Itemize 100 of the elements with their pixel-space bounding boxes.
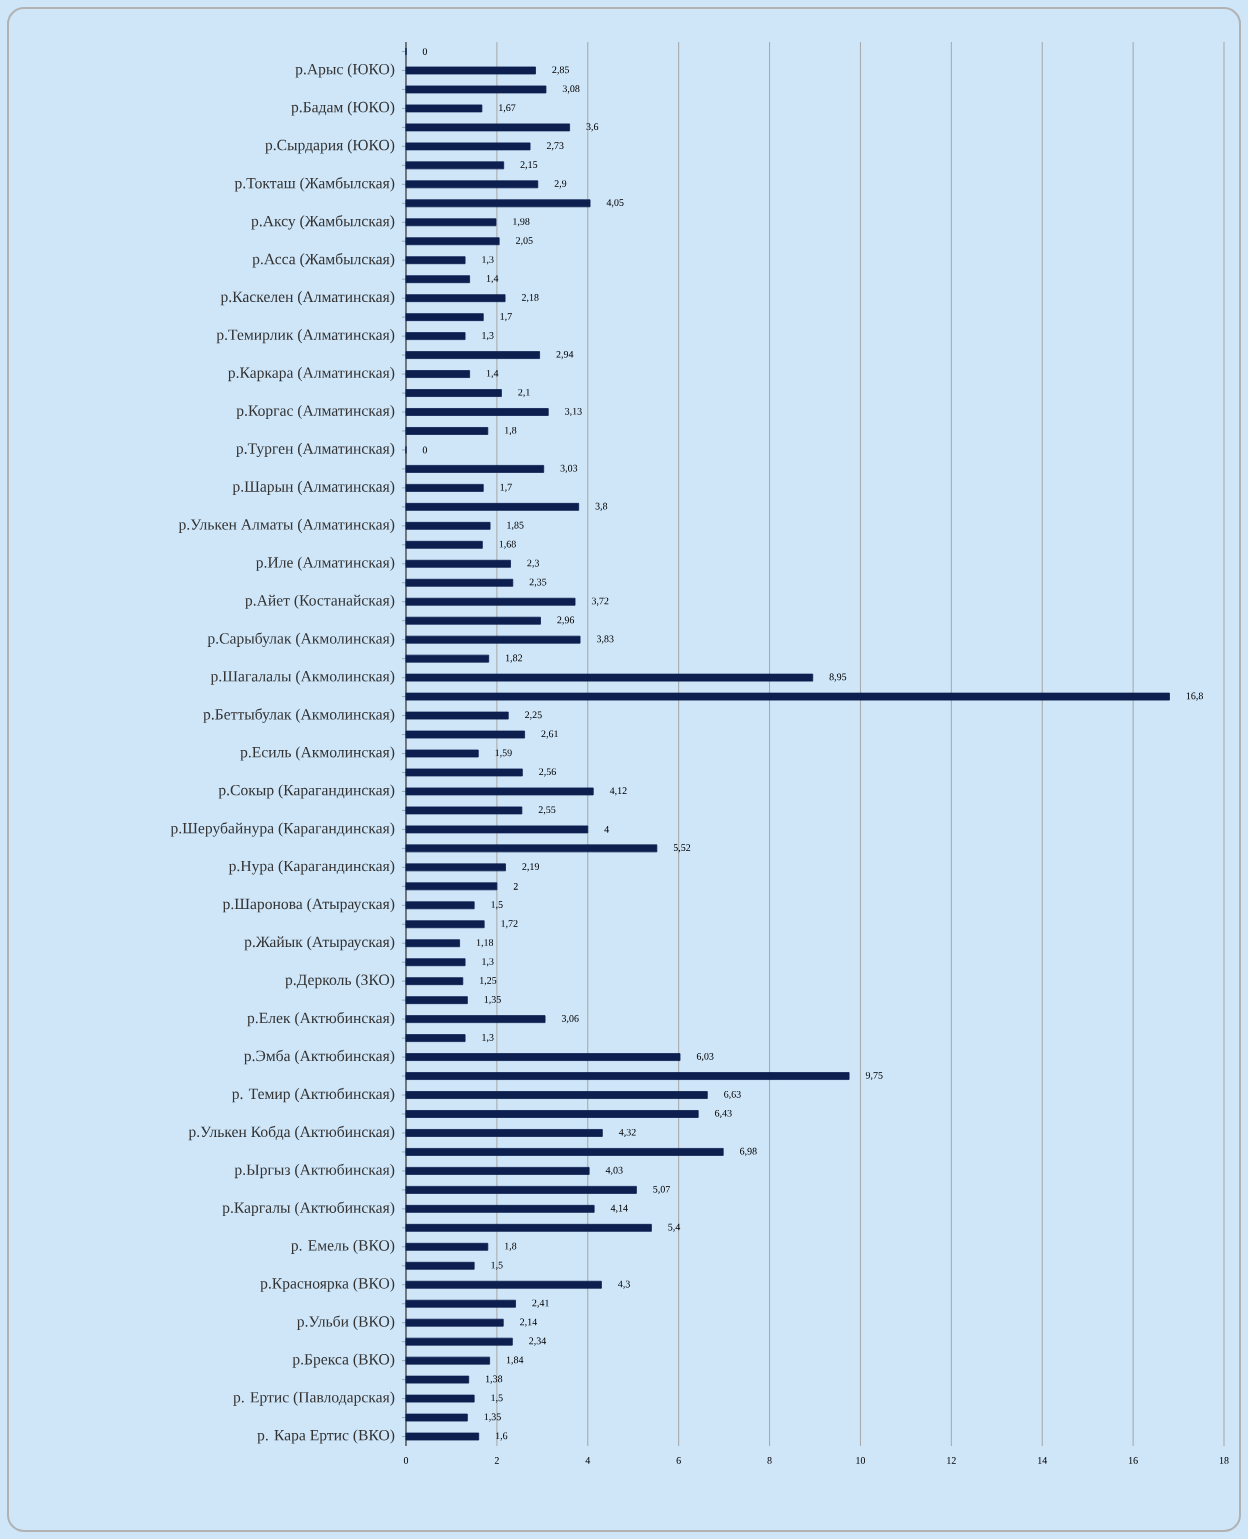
bar <box>405 540 483 549</box>
bar <box>405 559 511 568</box>
bar <box>405 806 523 815</box>
data-label: 2,85 <box>552 66 570 75</box>
bar <box>405 1394 475 1403</box>
bar <box>405 275 471 284</box>
data-label: 2,56 <box>539 768 556 777</box>
data-label: 5,07 <box>653 1185 670 1194</box>
bar <box>405 654 490 663</box>
data-label: 1,25 <box>480 977 497 986</box>
y-tick-label: р.Беттыбулак (Акмолинская) <box>203 708 395 723</box>
bar <box>405 1167 590 1175</box>
bar <box>405 1318 504 1327</box>
y-tick-label: р.Токташ (Жамбылская) <box>234 177 395 192</box>
y-tick-label: р.Арыс (ЮКО) <box>295 63 395 78</box>
y-tick-label: р.Шарын (Алматинская) <box>232 480 395 495</box>
data-label: 3,06 <box>561 1015 579 1024</box>
y-tick-label: р.Шерубайнура (Карагандинская) <box>170 822 395 837</box>
data-label: 1,98 <box>513 218 530 227</box>
bar <box>405 939 461 948</box>
data-label: 1,59 <box>495 749 512 758</box>
bar <box>405 1053 681 1061</box>
bar <box>405 199 591 208</box>
bar <box>405 1242 489 1251</box>
bar <box>405 1072 850 1080</box>
data-label: 2,14 <box>520 1318 538 1327</box>
data-label: 1,18 <box>476 939 494 948</box>
data-label: 1,7 <box>500 483 512 492</box>
y-tick-label: р.Улькен Алматы (Алматинская) <box>178 518 395 533</box>
y-tick-label: р.Сарыбулак (Акмолинская) <box>207 632 395 647</box>
y-tick-label: р.Иле (Алматинская) <box>256 556 395 571</box>
data-label: 1,8 <box>505 1242 517 1251</box>
data-label: 0 <box>422 446 428 454</box>
bar <box>405 1413 468 1422</box>
bar <box>405 635 581 644</box>
data-label: 6,03 <box>696 1052 714 1062</box>
data-label: 1,7 <box>500 313 512 322</box>
bar <box>405 161 505 170</box>
data-label: 1,3 <box>482 958 494 967</box>
bar <box>405 1280 602 1289</box>
bar <box>405 256 466 265</box>
bar <box>405 1110 699 1118</box>
y-tick-label: р.Каргалы (Актюбинская) <box>222 1201 395 1217</box>
bar <box>405 332 466 341</box>
data-label: 1,72 <box>501 920 518 929</box>
bar <box>405 1148 724 1156</box>
bar <box>405 1015 546 1024</box>
data-label: 1,3 <box>482 256 494 265</box>
data-label: 1,82 <box>505 654 523 663</box>
data-label: 2,61 <box>541 730 558 739</box>
data-label: 0 <box>422 48 428 55</box>
data-label: 4,32 <box>618 1128 636 1138</box>
bar <box>405 616 541 625</box>
bar <box>405 85 547 94</box>
y-tick-label: р.Аксу (Жамбылская) <box>251 215 395 230</box>
bar <box>405 1375 470 1384</box>
bar <box>405 313 484 322</box>
data-label: 2,55 <box>538 806 556 815</box>
data-label: 3,03 <box>560 464 578 474</box>
data-label: 1,6 <box>495 1432 508 1441</box>
data-label: 2,19 <box>522 863 539 872</box>
data-label: 3,83 <box>596 635 614 644</box>
data-label: 4,03 <box>605 1166 623 1175</box>
y-tick-label: р. Кара Ертис (ВКО) <box>257 1429 395 1444</box>
bar <box>405 389 502 397</box>
y-tick-label: р.Красноярка (ВКО) <box>260 1277 395 1292</box>
bar <box>405 142 531 151</box>
bar <box>405 1091 708 1099</box>
y-tick-label: р.Нура (Карагандинская) <box>228 860 395 875</box>
x-tick-label: 8 <box>767 1457 772 1464</box>
y-tick-label: р.Асса (Жамбылская) <box>252 252 395 268</box>
y-tick-label: р.Жайык (Атырауская) <box>244 936 395 951</box>
data-label: 1,3 <box>482 332 494 341</box>
y-tick-label: р.Коргас (Алматинская) <box>236 404 395 420</box>
x-tick-label: 6 <box>676 1457 681 1464</box>
data-label: 2,34 <box>529 1337 547 1346</box>
data-label: 6,63 <box>724 1090 741 1100</box>
bar <box>405 1034 466 1042</box>
data-label: 2,96 <box>557 616 575 625</box>
x-tick-label: 12 <box>947 1457 956 1464</box>
data-label: 1,67 <box>499 104 516 113</box>
data-label: 1,5 <box>491 901 503 910</box>
bar <box>405 1337 513 1346</box>
bar <box>405 502 580 511</box>
y-tick-label: р.Шаронова (Атырауская) <box>222 898 395 913</box>
bar <box>405 1299 516 1308</box>
bar <box>405 825 589 834</box>
x-tick-label: 0 <box>403 1457 409 1464</box>
y-tick-label: р.Каскелен (Алматинская) <box>220 291 395 306</box>
y-tick-label: р. Емель (ВКО) <box>291 1239 395 1254</box>
y-tick-label: р.Брекса (ВКО) <box>292 1353 395 1368</box>
bar <box>405 1185 637 1194</box>
data-label: 16,8 <box>1186 692 1203 701</box>
bar <box>405 370 471 378</box>
bar <box>405 977 464 986</box>
data-label: 5,4 <box>668 1223 681 1232</box>
bar <box>405 180 539 189</box>
data-label: 2,25 <box>525 711 542 720</box>
data-label: 4,14 <box>610 1204 628 1213</box>
data-label: 2,18 <box>521 294 539 303</box>
